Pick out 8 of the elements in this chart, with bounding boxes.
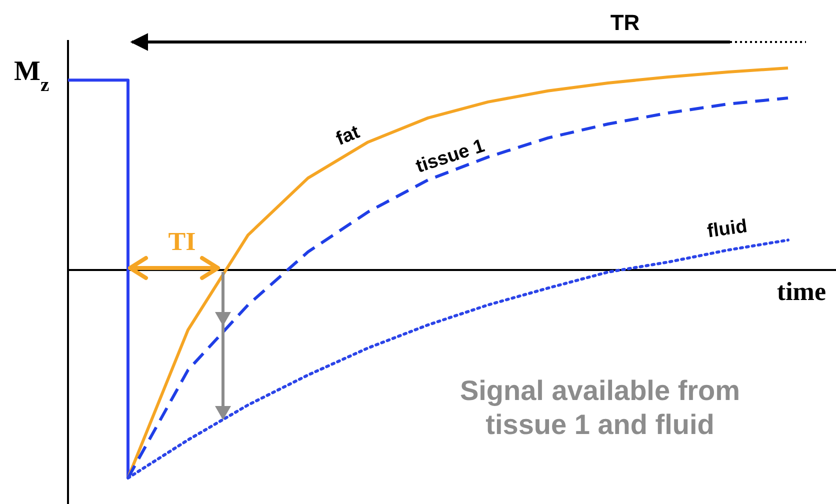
annotation: TI <box>168 227 196 256</box>
text: fat <box>333 122 364 150</box>
y-axis-title: M$_{z}$ <box>14 56 50 96</box>
text: TR <box>610 10 640 35</box>
x-axis-title: time <box>776 277 826 306</box>
text: tissue 1 <box>413 136 488 178</box>
annotation: Signal available from tissue 1 and fluid <box>460 375 740 440</box>
text: fluid <box>706 216 749 242</box>
